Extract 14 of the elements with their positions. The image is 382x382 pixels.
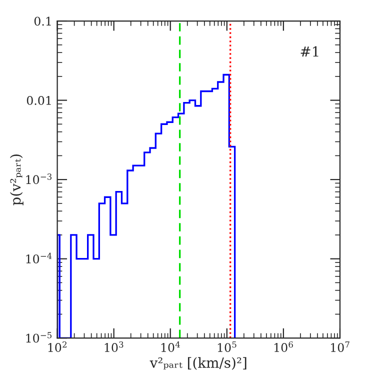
x-tick-label: 10$^{3}$ (104, 341, 124, 352)
x-tick-label: 10$^{7}$ (331, 342, 350, 352)
x-axis-title: v²ₚₐᵣₜ [(km/s)²] (150, 357, 246, 370)
y-tick-label: 0.1 (34, 16, 51, 26)
x-tick-label: 10$^{6}$ (274, 341, 293, 352)
annotation: #1 (300, 46, 318, 57)
x-tick-label: 10$^{4}$ (161, 341, 180, 352)
y-tick-label: 0.01 (26, 96, 51, 105)
x-tick-label: 10$^{5}$ (218, 342, 236, 352)
y-tick-label: 10$^{−5}$ (26, 332, 52, 343)
y-tick-label: 10$^{−4}$ (26, 252, 52, 264)
y-tick-label: 10$^{−3}$ (26, 174, 52, 184)
y-axis-title: p(v²ₚₐᵣₜ) (10, 154, 24, 206)
x-tick-label: 10$^{2}$ (48, 341, 66, 352)
